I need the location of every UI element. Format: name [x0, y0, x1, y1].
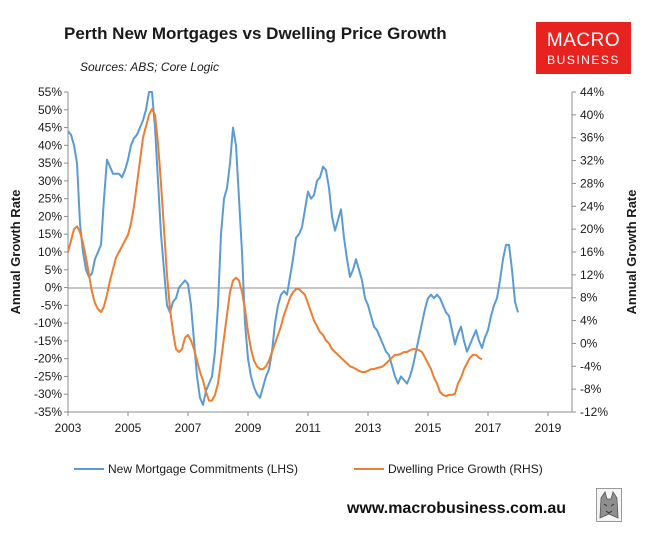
x-tick-label: 2007 [175, 421, 202, 435]
left-tick-label: -5% [41, 298, 63, 312]
x-tick-label: 2013 [355, 421, 382, 435]
right-tick-label: -8% [580, 382, 602, 396]
right-tick-label: 8% [580, 291, 598, 305]
left-tick-label: 55% [38, 85, 62, 99]
x-tick-label: 2019 [535, 421, 562, 435]
left-tick-label: -25% [34, 369, 62, 383]
left-tick-label: 5% [45, 263, 63, 277]
legend-label-prices: Dwelling Price Growth (RHS) [388, 462, 543, 476]
series-line-mortgage-commitments [67, 91, 519, 406]
series-line-dwelling-price-growth [67, 108, 483, 402]
left-tick-label: -20% [34, 352, 62, 366]
x-tick-label: 2017 [475, 421, 502, 435]
x-tick-label: 2009 [235, 421, 262, 435]
left-tick-label: 35% [38, 156, 62, 170]
right-tick-label: 20% [580, 222, 604, 236]
left-tick-label: 30% [38, 174, 62, 188]
chart-title: Perth New Mortgages vs Dwelling Price Gr… [64, 24, 447, 43]
right-tick-label: 28% [580, 176, 604, 190]
right-tick-label: 44% [580, 85, 604, 99]
left-tick-label: 50% [38, 103, 62, 117]
right-tick-label: 40% [580, 108, 604, 122]
left-tick-label: -10% [34, 316, 62, 330]
right-tick-label: 12% [580, 268, 604, 282]
left-tick-label: -30% [34, 387, 62, 401]
left-axis-ticks: -35% -30% -25% -20% -15% -10% -5% 0% 5% 10% 15% 20%… [34, 85, 68, 419]
x-tick-label: 2003 [55, 421, 82, 435]
x-tick-label: 2015 [415, 421, 442, 435]
left-tick-label: -35% [34, 405, 62, 419]
right-tick-label: 16% [580, 245, 604, 259]
wolf-logo-icon [596, 488, 622, 522]
left-tick-label: 15% [38, 227, 62, 241]
legend: New Mortgage Commitments (LHS) Dwelling … [74, 462, 543, 476]
right-axis-ticks: -12% -8% -4% 0% 4% 8% 12% 16% 20% 24% 28% 32% 36% 40%… [572, 85, 608, 419]
right-axis-title: Annual Growth Rate [624, 190, 639, 315]
right-tick-label: 0% [580, 336, 598, 350]
x-tick-label: 2005 [115, 421, 142, 435]
right-tick-label: -4% [580, 359, 602, 373]
right-tick-label: 32% [580, 154, 604, 168]
left-tick-label: 25% [38, 192, 62, 206]
right-tick-label: 24% [580, 199, 604, 213]
left-axis-title: Annual Growth Rate [8, 190, 23, 315]
left-tick-label: 0% [45, 281, 63, 295]
right-tick-label: 4% [580, 314, 598, 328]
left-tick-label: 40% [38, 138, 62, 152]
left-tick-label: -15% [34, 334, 62, 348]
series-lines [67, 91, 519, 406]
x-axis-ticks: 2003 2005 2007 2009 2011 2013 2015 2017 2019 [55, 412, 562, 435]
website-url: www.macrobusiness.com.au [347, 500, 567, 517]
legend-label-mortgages: New Mortgage Commitments (LHS) [108, 462, 298, 476]
right-tick-label: 36% [580, 131, 604, 145]
logo-text-business: BUSINESS [547, 53, 620, 67]
left-tick-label: 45% [38, 121, 62, 135]
left-tick-label: 10% [38, 245, 62, 259]
left-tick-label: 20% [38, 209, 62, 223]
chart-sources: Sources: ABS; Core Logic [80, 60, 219, 74]
x-tick-label: 2011 [295, 421, 321, 435]
logo-text-macro: MACRO [546, 30, 621, 51]
macro-business-logo: MACRO BUSINESS [536, 22, 631, 74]
right-tick-label: -12% [580, 405, 608, 419]
